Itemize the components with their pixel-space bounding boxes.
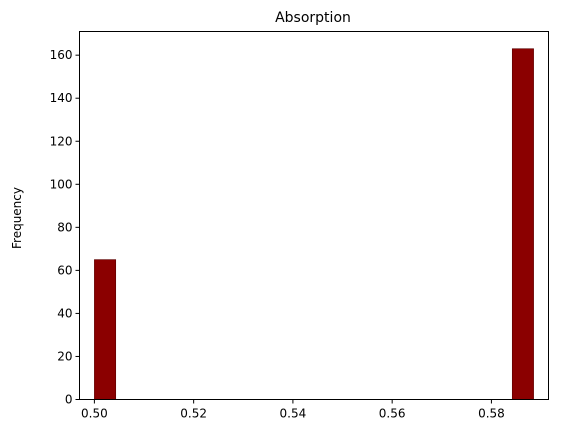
y-tick-label: 40: [57, 306, 72, 320]
y-tick-label: 100: [50, 177, 73, 191]
chart-title: Absorption: [275, 10, 351, 26]
bars-layer: [94, 48, 534, 400]
x-tick-label: 0.56: [379, 407, 406, 421]
x-tick-label: 0.58: [478, 407, 505, 421]
histogram-bar-2: [511, 48, 534, 400]
x-tick-label: 0.50: [81, 407, 108, 421]
x-axis: 0.50 0.52 0.54 0.56 0.58: [81, 399, 505, 421]
y-axis: 0 20 40 60 80 100 120 140 160: [50, 48, 80, 407]
plot-frame: [79, 31, 549, 400]
y-tick-label: 20: [57, 349, 72, 363]
histogram-bar-1: [94, 259, 117, 400]
y-tick-label: 0: [65, 393, 73, 407]
y-tick-label: 120: [50, 134, 73, 148]
y-axis-label: Frequency: [10, 187, 24, 249]
x-tick-label: 0.54: [280, 407, 307, 421]
x-tick-label: 0.52: [180, 407, 207, 421]
y-tick-label: 160: [50, 48, 73, 62]
y-tick-label: 140: [50, 91, 73, 105]
y-tick-label: 60: [57, 263, 72, 277]
y-tick-label: 80: [57, 220, 72, 234]
